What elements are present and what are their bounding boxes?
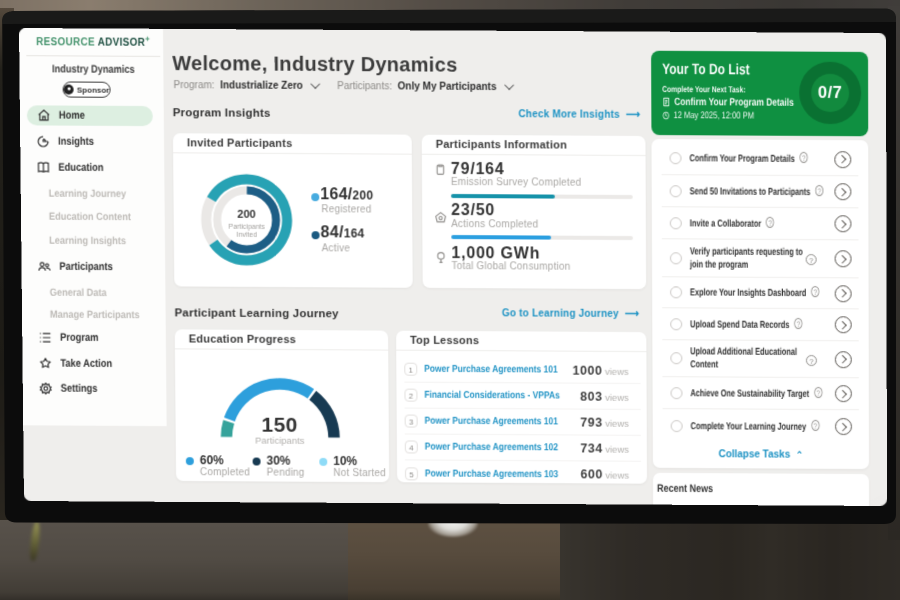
- svg-text:Participants: Participants: [228, 224, 265, 231]
- svg-text:200: 200: [237, 209, 255, 221]
- svg-text:Invited: Invited: [236, 232, 257, 239]
